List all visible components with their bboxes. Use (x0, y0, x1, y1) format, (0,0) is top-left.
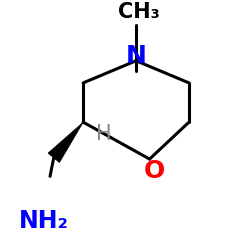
Text: O: O (144, 159, 165, 183)
Text: H: H (96, 124, 112, 144)
Text: N: N (126, 44, 146, 68)
Polygon shape (48, 122, 83, 162)
Text: CH₃: CH₃ (118, 2, 160, 21)
Text: NH₂: NH₂ (19, 208, 69, 233)
